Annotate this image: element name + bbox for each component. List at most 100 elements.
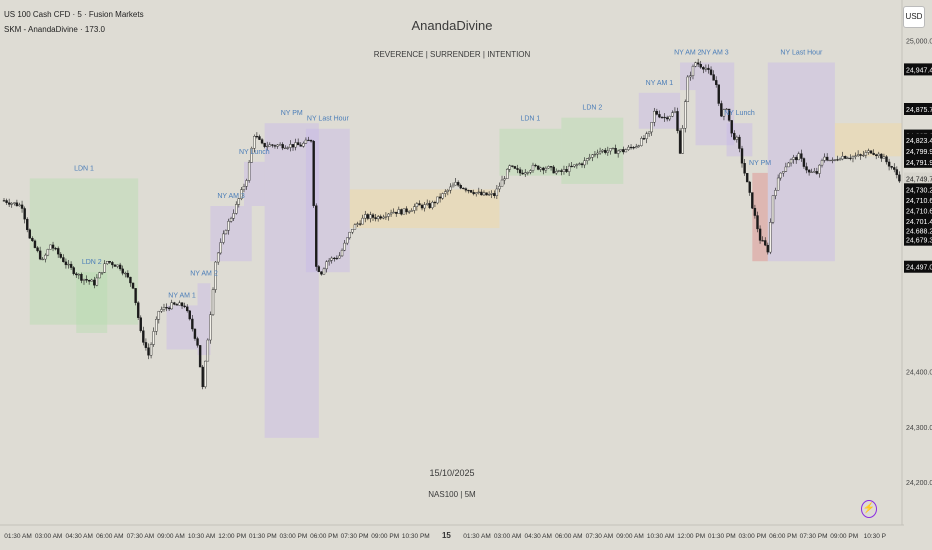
- candle: [67, 263, 70, 266]
- candle: [616, 150, 620, 154]
- candle: [374, 217, 377, 220]
- candle: [795, 157, 798, 161]
- candle: [175, 304, 179, 306]
- session-label: LDN 2: [82, 259, 102, 266]
- candle: [20, 204, 24, 209]
- candle: [278, 144, 282, 146]
- candle: [766, 244, 770, 253]
- candle: [846, 157, 850, 160]
- candle: [534, 164, 537, 167]
- candle: [72, 267, 75, 274]
- session-box: [264, 123, 319, 438]
- candle: [578, 163, 581, 165]
- candle: [389, 212, 393, 215]
- candle: [224, 230, 228, 235]
- candle: [776, 177, 780, 191]
- candle: [431, 201, 434, 208]
- candle: [831, 159, 834, 162]
- candle: [738, 136, 741, 149]
- candle: [745, 173, 749, 183]
- candle: [273, 145, 277, 147]
- candle: [183, 305, 186, 308]
- candle: [204, 360, 207, 388]
- candle: [764, 240, 767, 246]
- candle: [111, 262, 114, 266]
- candle: [493, 193, 496, 196]
- candle: [335, 257, 339, 260]
- candle: [353, 224, 357, 230]
- x-tick-label: 01:30 AM: [463, 533, 490, 540]
- candle: [676, 111, 679, 131]
- tradingview-logo-icon[interactable]: ⚡: [861, 500, 877, 518]
- x-tick-label: 04:30 AM: [524, 533, 551, 540]
- x-tick-label: 15: [442, 531, 451, 540]
- candle: [691, 66, 695, 76]
- watermark-ticker: NAS100 | 5M: [428, 490, 476, 499]
- currency-button[interactable]: USD: [903, 6, 925, 28]
- candle: [549, 166, 553, 168]
- candle: [170, 302, 173, 310]
- candle: [444, 191, 447, 194]
- candle: [201, 366, 204, 388]
- candle: [771, 195, 775, 223]
- candle: [844, 155, 847, 159]
- candle: [699, 64, 702, 68]
- candle: [266, 145, 269, 148]
- candle: [885, 156, 888, 163]
- candle: [209, 314, 212, 341]
- candle: [87, 280, 91, 282]
- candle: [149, 344, 153, 356]
- candle: [611, 147, 615, 150]
- candle: [436, 196, 439, 204]
- candle: [167, 307, 171, 310]
- candle: [387, 213, 390, 217]
- candle: [438, 196, 442, 199]
- candle: [655, 110, 659, 115]
- candle: [779, 172, 782, 179]
- candle: [725, 108, 728, 111]
- price-label-bg: [904, 103, 932, 116]
- y-tick-label: 24,400.00: [906, 370, 932, 377]
- candle: [258, 136, 261, 140]
- candle: [420, 204, 424, 209]
- candle: [841, 155, 844, 160]
- candle: [849, 157, 852, 160]
- candle: [454, 182, 457, 186]
- candle: [758, 228, 762, 241]
- x-tick-label: 09:00 PM: [371, 533, 399, 540]
- candle: [302, 142, 305, 147]
- x-tick-label: 07:30 PM: [800, 533, 828, 540]
- candle: [155, 319, 158, 332]
- candle: [740, 148, 744, 164]
- candle: [294, 142, 297, 148]
- candle: [782, 171, 785, 174]
- price-label: 24,710.60: [906, 208, 932, 215]
- candle: [511, 165, 514, 167]
- candle: [237, 198, 241, 205]
- candle: [689, 75, 692, 78]
- indicator-line[interactable]: SKM - AnandaDivine · 173.0: [4, 25, 105, 34]
- candle: [315, 205, 318, 267]
- candle: [392, 211, 395, 214]
- candle: [296, 142, 300, 146]
- candle: [653, 110, 656, 123]
- candle: [59, 253, 62, 258]
- candle: [619, 149, 622, 152]
- candle: [299, 144, 302, 147]
- x-tick-label: 03:00 AM: [35, 533, 62, 540]
- candle: [51, 244, 55, 249]
- session-box: [210, 206, 252, 262]
- candle: [709, 69, 713, 75]
- candle: [62, 257, 65, 263]
- candle: [730, 120, 733, 134]
- candle: [872, 152, 875, 155]
- candle: [784, 166, 788, 172]
- candle: [425, 203, 429, 205]
- candle: [529, 170, 532, 173]
- candle: [356, 223, 359, 225]
- candle: [322, 268, 326, 275]
- candle: [735, 136, 739, 140]
- candle: [637, 145, 640, 147]
- symbol-line[interactable]: US 100 Cash CFD · 5 · Fusion Markets: [4, 10, 144, 19]
